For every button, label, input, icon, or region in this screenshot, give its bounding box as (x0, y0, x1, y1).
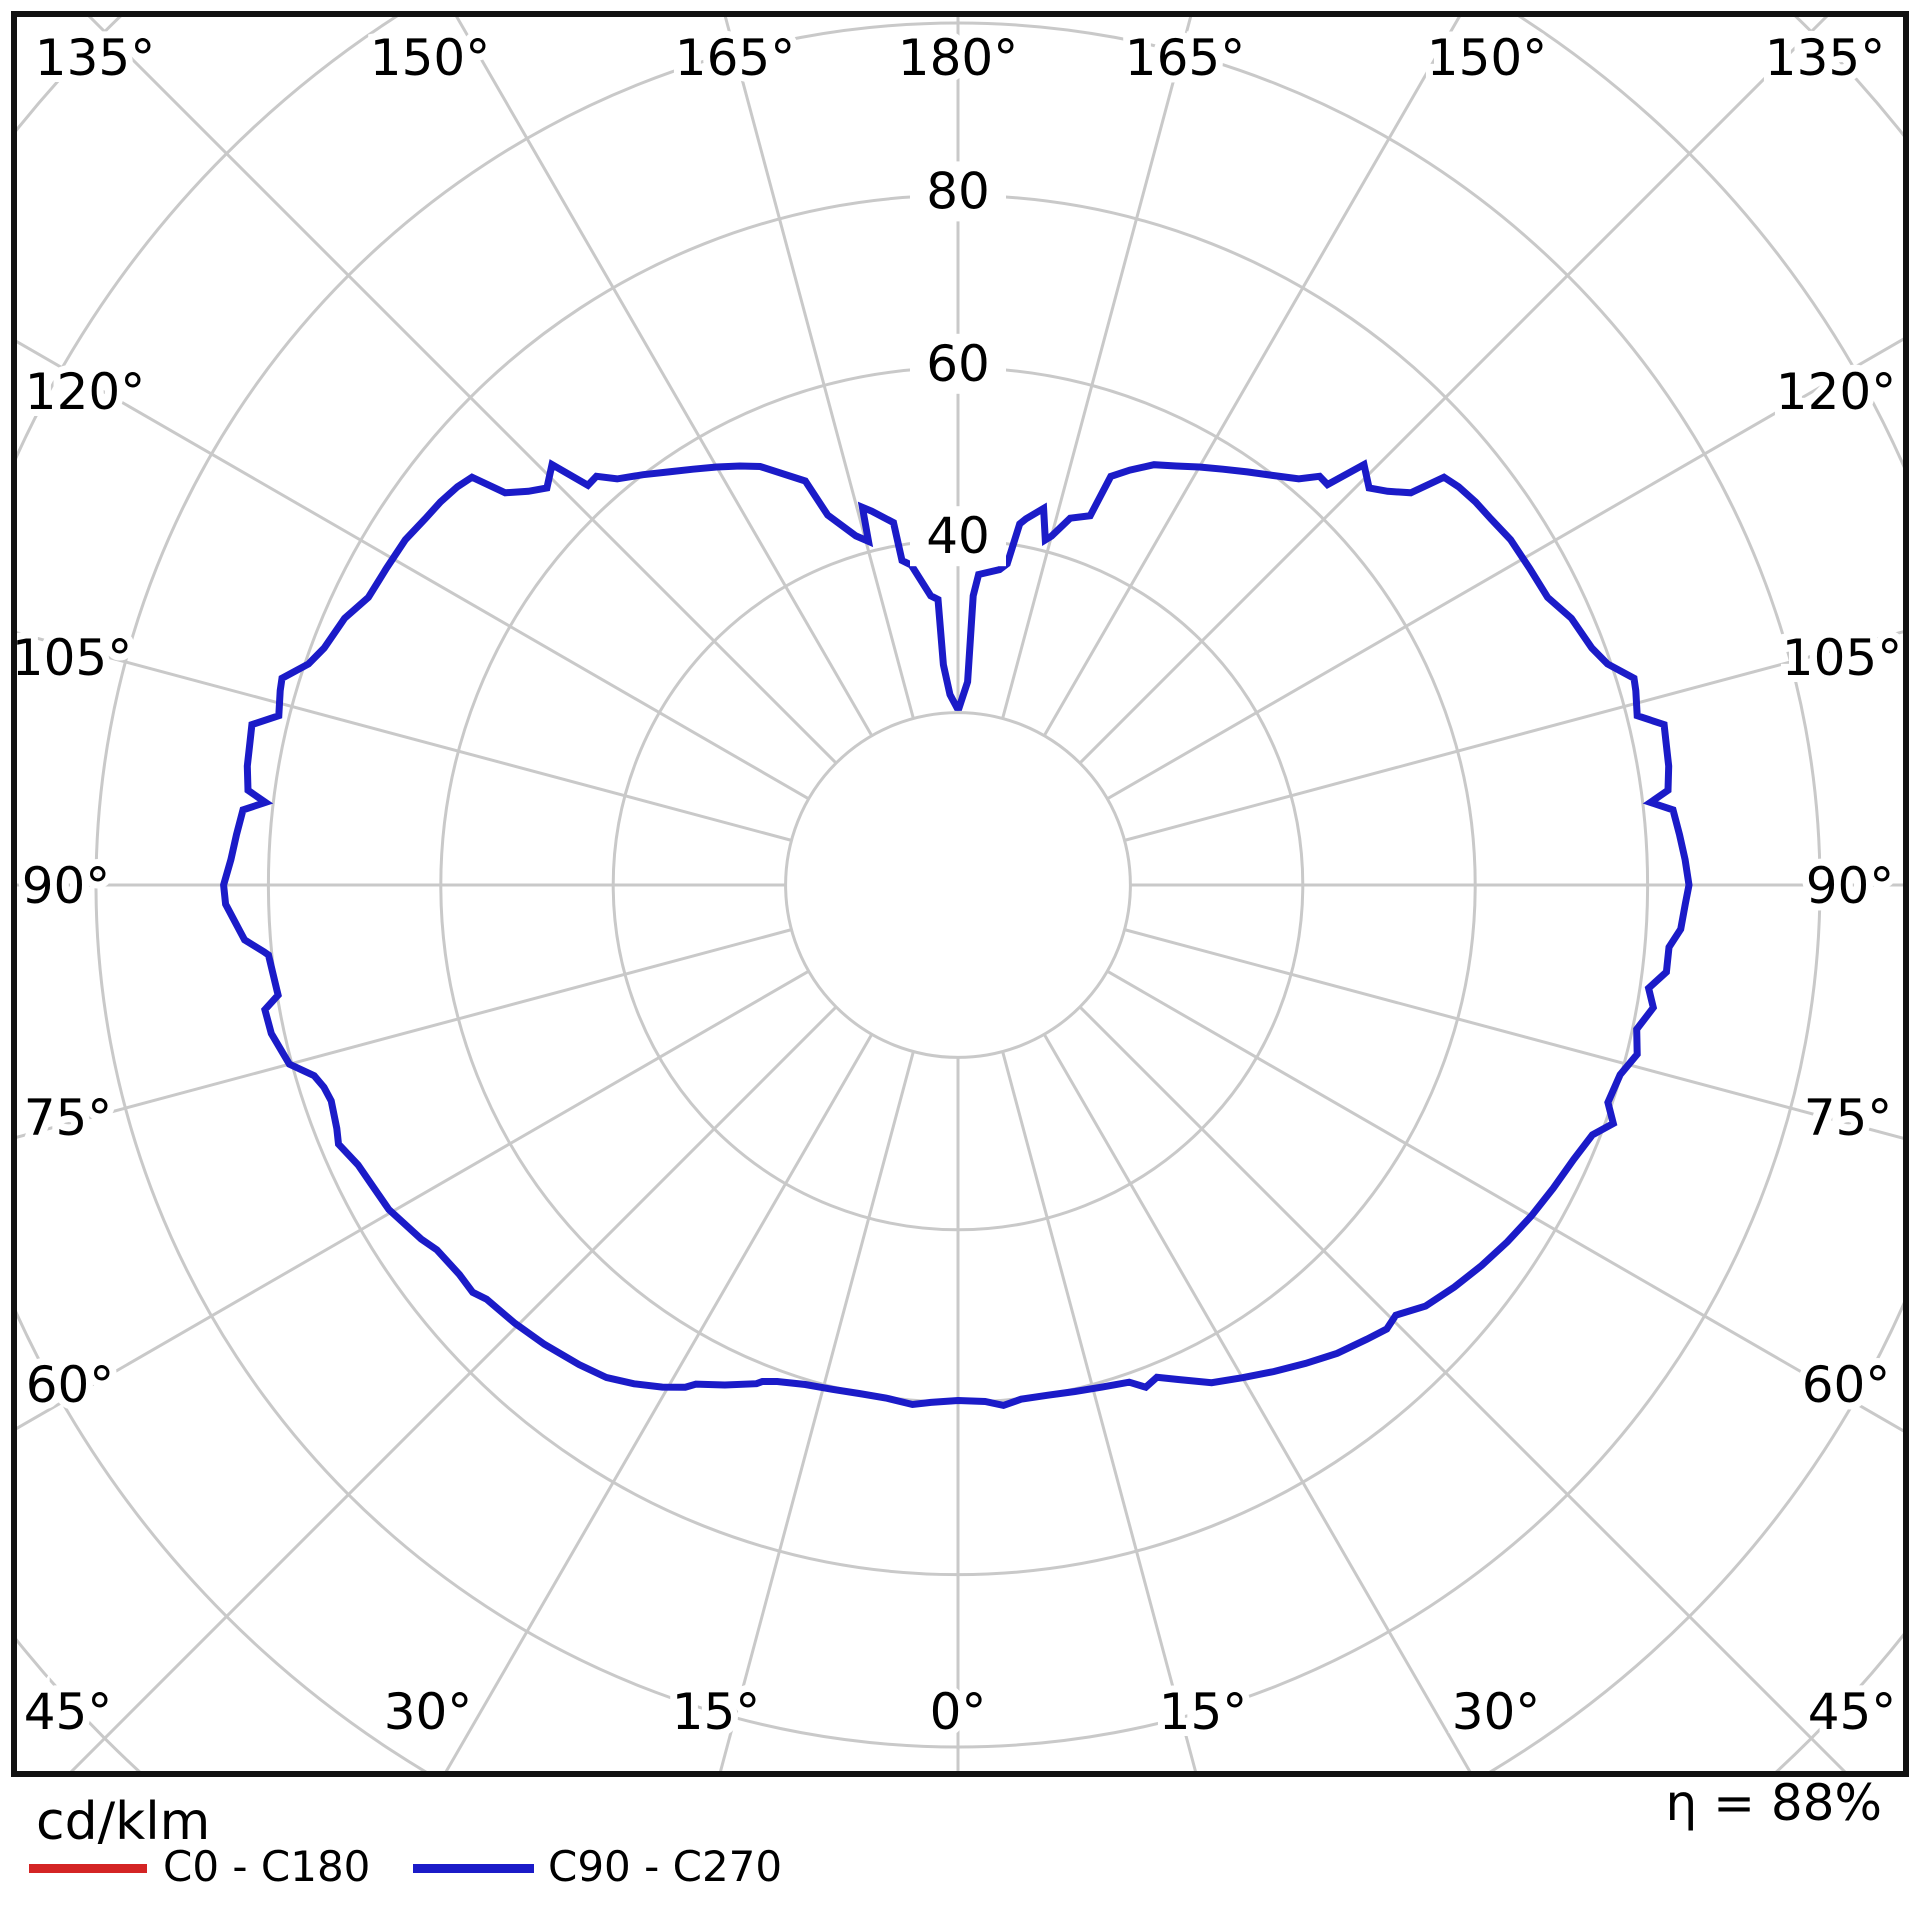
angle-label-18-30°: 30° (384, 1683, 473, 1741)
grid-ray-45 (1078, 1005, 1847, 1771)
grid-ray-210 (455, 17, 874, 737)
grid-ray-240 (17, 339, 810, 801)
radial-tick-label-40: 40 (926, 507, 990, 565)
radial-tick-label-80: 80 (926, 162, 990, 220)
angle-label-8-105°: 105° (12, 629, 132, 687)
grid-ray-135 (1078, 17, 1829, 765)
legend-swatch-c90-c270 (413, 1864, 534, 1873)
angle-label-5-150°: 150° (1427, 29, 1547, 87)
angle-label-12-120°: 120° (1776, 363, 1896, 421)
angle-label-16-60°: 60° (1802, 1356, 1891, 1414)
grid-ray-105 (1124, 630, 1903, 842)
grid-ray-300 (17, 969, 810, 1431)
grid-ray-225 (87, 17, 838, 765)
grid-ring-20 (784, 711, 1132, 1059)
legend-label-c90-c270: C90 - C270 (548, 1842, 783, 1891)
angle-label-22-30°: 30° (1452, 1683, 1541, 1741)
radial-tick-label-60: 60 (926, 335, 990, 393)
legend-swatch-c0-c180 (29, 1864, 147, 1873)
grid-ray-150 (1042, 17, 1461, 737)
grid-ray-345 (719, 1051, 915, 1771)
angle-label-1-150°: 150° (370, 29, 490, 87)
tick-label-halo-80 (910, 161, 1006, 222)
angle-label-10-75°: 75° (24, 1089, 113, 1147)
angle-label-17-45°: 45° (24, 1683, 113, 1741)
grid-ray-120 (1106, 337, 1903, 801)
angle-label-9-90°: 90° (22, 857, 111, 915)
legend-label-c0-c180: C0 - C180 (163, 1842, 371, 1891)
angle-label-3-180°: 180° (898, 29, 1018, 87)
grid-ray-75 (1124, 928, 1903, 1140)
angle-label-0-135°: 135° (35, 29, 155, 87)
angle-label-2-165°: 165° (675, 29, 795, 87)
grid-ray-30 (1042, 1033, 1472, 1771)
grid-ray-315 (69, 1005, 838, 1771)
angle-label-20-0°: 0° (930, 1683, 987, 1741)
tick-label-halo-40 (910, 506, 1006, 567)
angle-label-21-15°: 15° (1159, 1683, 1248, 1741)
angle-label-4-165°: 165° (1125, 29, 1245, 87)
grid-ray-15 (1001, 1051, 1197, 1771)
efficiency-label: η = 88% (1665, 1774, 1882, 1832)
angle-label-23-45°: 45° (1808, 1683, 1897, 1741)
angle-label-6-135°: 135° (1765, 29, 1885, 87)
angle-label-19-15°: 15° (672, 1683, 761, 1741)
grid-ray-195 (723, 17, 915, 719)
grid-ray-285 (17, 928, 792, 1139)
angle-label-14-90°: 90° (1806, 857, 1895, 915)
tick-label-halo-60 (910, 333, 1006, 394)
curve-C90-C270 (220, 459, 1693, 1410)
plot-border (11, 11, 1909, 1777)
grid-ray-330 (444, 1033, 874, 1771)
angle-label-13-105°: 105° (1782, 629, 1902, 687)
grid-ray-60 (1106, 969, 1903, 1433)
angle-label-11-60°: 60° (26, 1356, 115, 1414)
angle-label-15-75°: 75° (1804, 1089, 1893, 1147)
angle-label-7-120°: 120° (25, 363, 145, 421)
grid-ray-165 (1001, 17, 1193, 719)
unit-label: cd/klm (36, 1792, 211, 1852)
grid-ray-255 (17, 631, 792, 842)
